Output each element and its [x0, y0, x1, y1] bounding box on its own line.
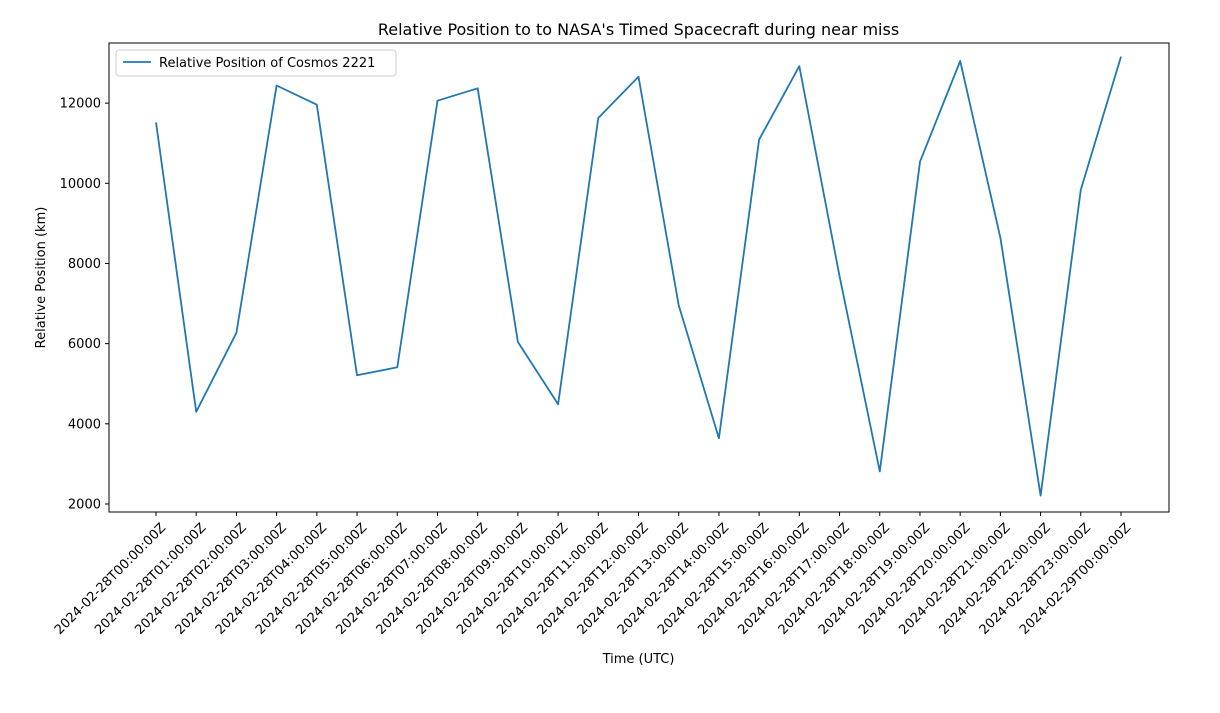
data-point — [878, 470, 881, 473]
data-point — [557, 403, 560, 406]
y-axis-label: Relative Position (km) — [34, 207, 49, 349]
data-point — [959, 60, 962, 63]
data-point — [516, 341, 519, 344]
y-tick-label: 2000 — [68, 497, 101, 512]
data-point — [798, 65, 801, 68]
y-axis: 2000 4000 6000 8000 10000 12000 — [60, 97, 109, 512]
x-axis-label: Time (UTC) — [602, 652, 675, 667]
x-axis: 2024-02-28T00:00:00Z2024-02-28T01:00:00Z… — [52, 512, 1134, 638]
data-point — [758, 138, 761, 141]
data-point — [155, 121, 158, 124]
plot-area-frame — [108, 42, 1170, 513]
legend-box — [115, 49, 397, 77]
chart-title: Relative Position to to NASA's Timed Spa… — [378, 20, 899, 39]
y-tick-label: 12000 — [60, 97, 101, 112]
data-point — [1120, 55, 1123, 58]
data-point — [717, 437, 720, 440]
data-point — [677, 304, 680, 307]
series-line — [155, 56, 1122, 497]
data-point — [396, 366, 399, 369]
data-point — [999, 236, 1002, 239]
legend: Relative Position of Cosmos 2221 — [115, 49, 397, 77]
y-tick-label: 8000 — [68, 257, 101, 272]
data-point — [637, 75, 640, 78]
data-point — [838, 274, 841, 277]
data-point — [1079, 188, 1082, 191]
data-point — [356, 374, 359, 377]
data-point — [597, 116, 600, 119]
legend-label: Relative Position of Cosmos 2221 — [159, 56, 375, 71]
data-point — [918, 160, 921, 163]
data-point — [1039, 494, 1042, 497]
series-layer — [155, 55, 1123, 497]
y-tick-label: 6000 — [68, 337, 101, 352]
data-point — [436, 99, 439, 102]
data-point — [195, 410, 198, 413]
y-tick-label: 10000 — [60, 177, 101, 192]
data-point — [315, 103, 318, 106]
data-point — [275, 84, 278, 87]
y-tick-label: 4000 — [68, 417, 101, 432]
data-point — [476, 87, 479, 90]
data-point — [235, 331, 238, 334]
